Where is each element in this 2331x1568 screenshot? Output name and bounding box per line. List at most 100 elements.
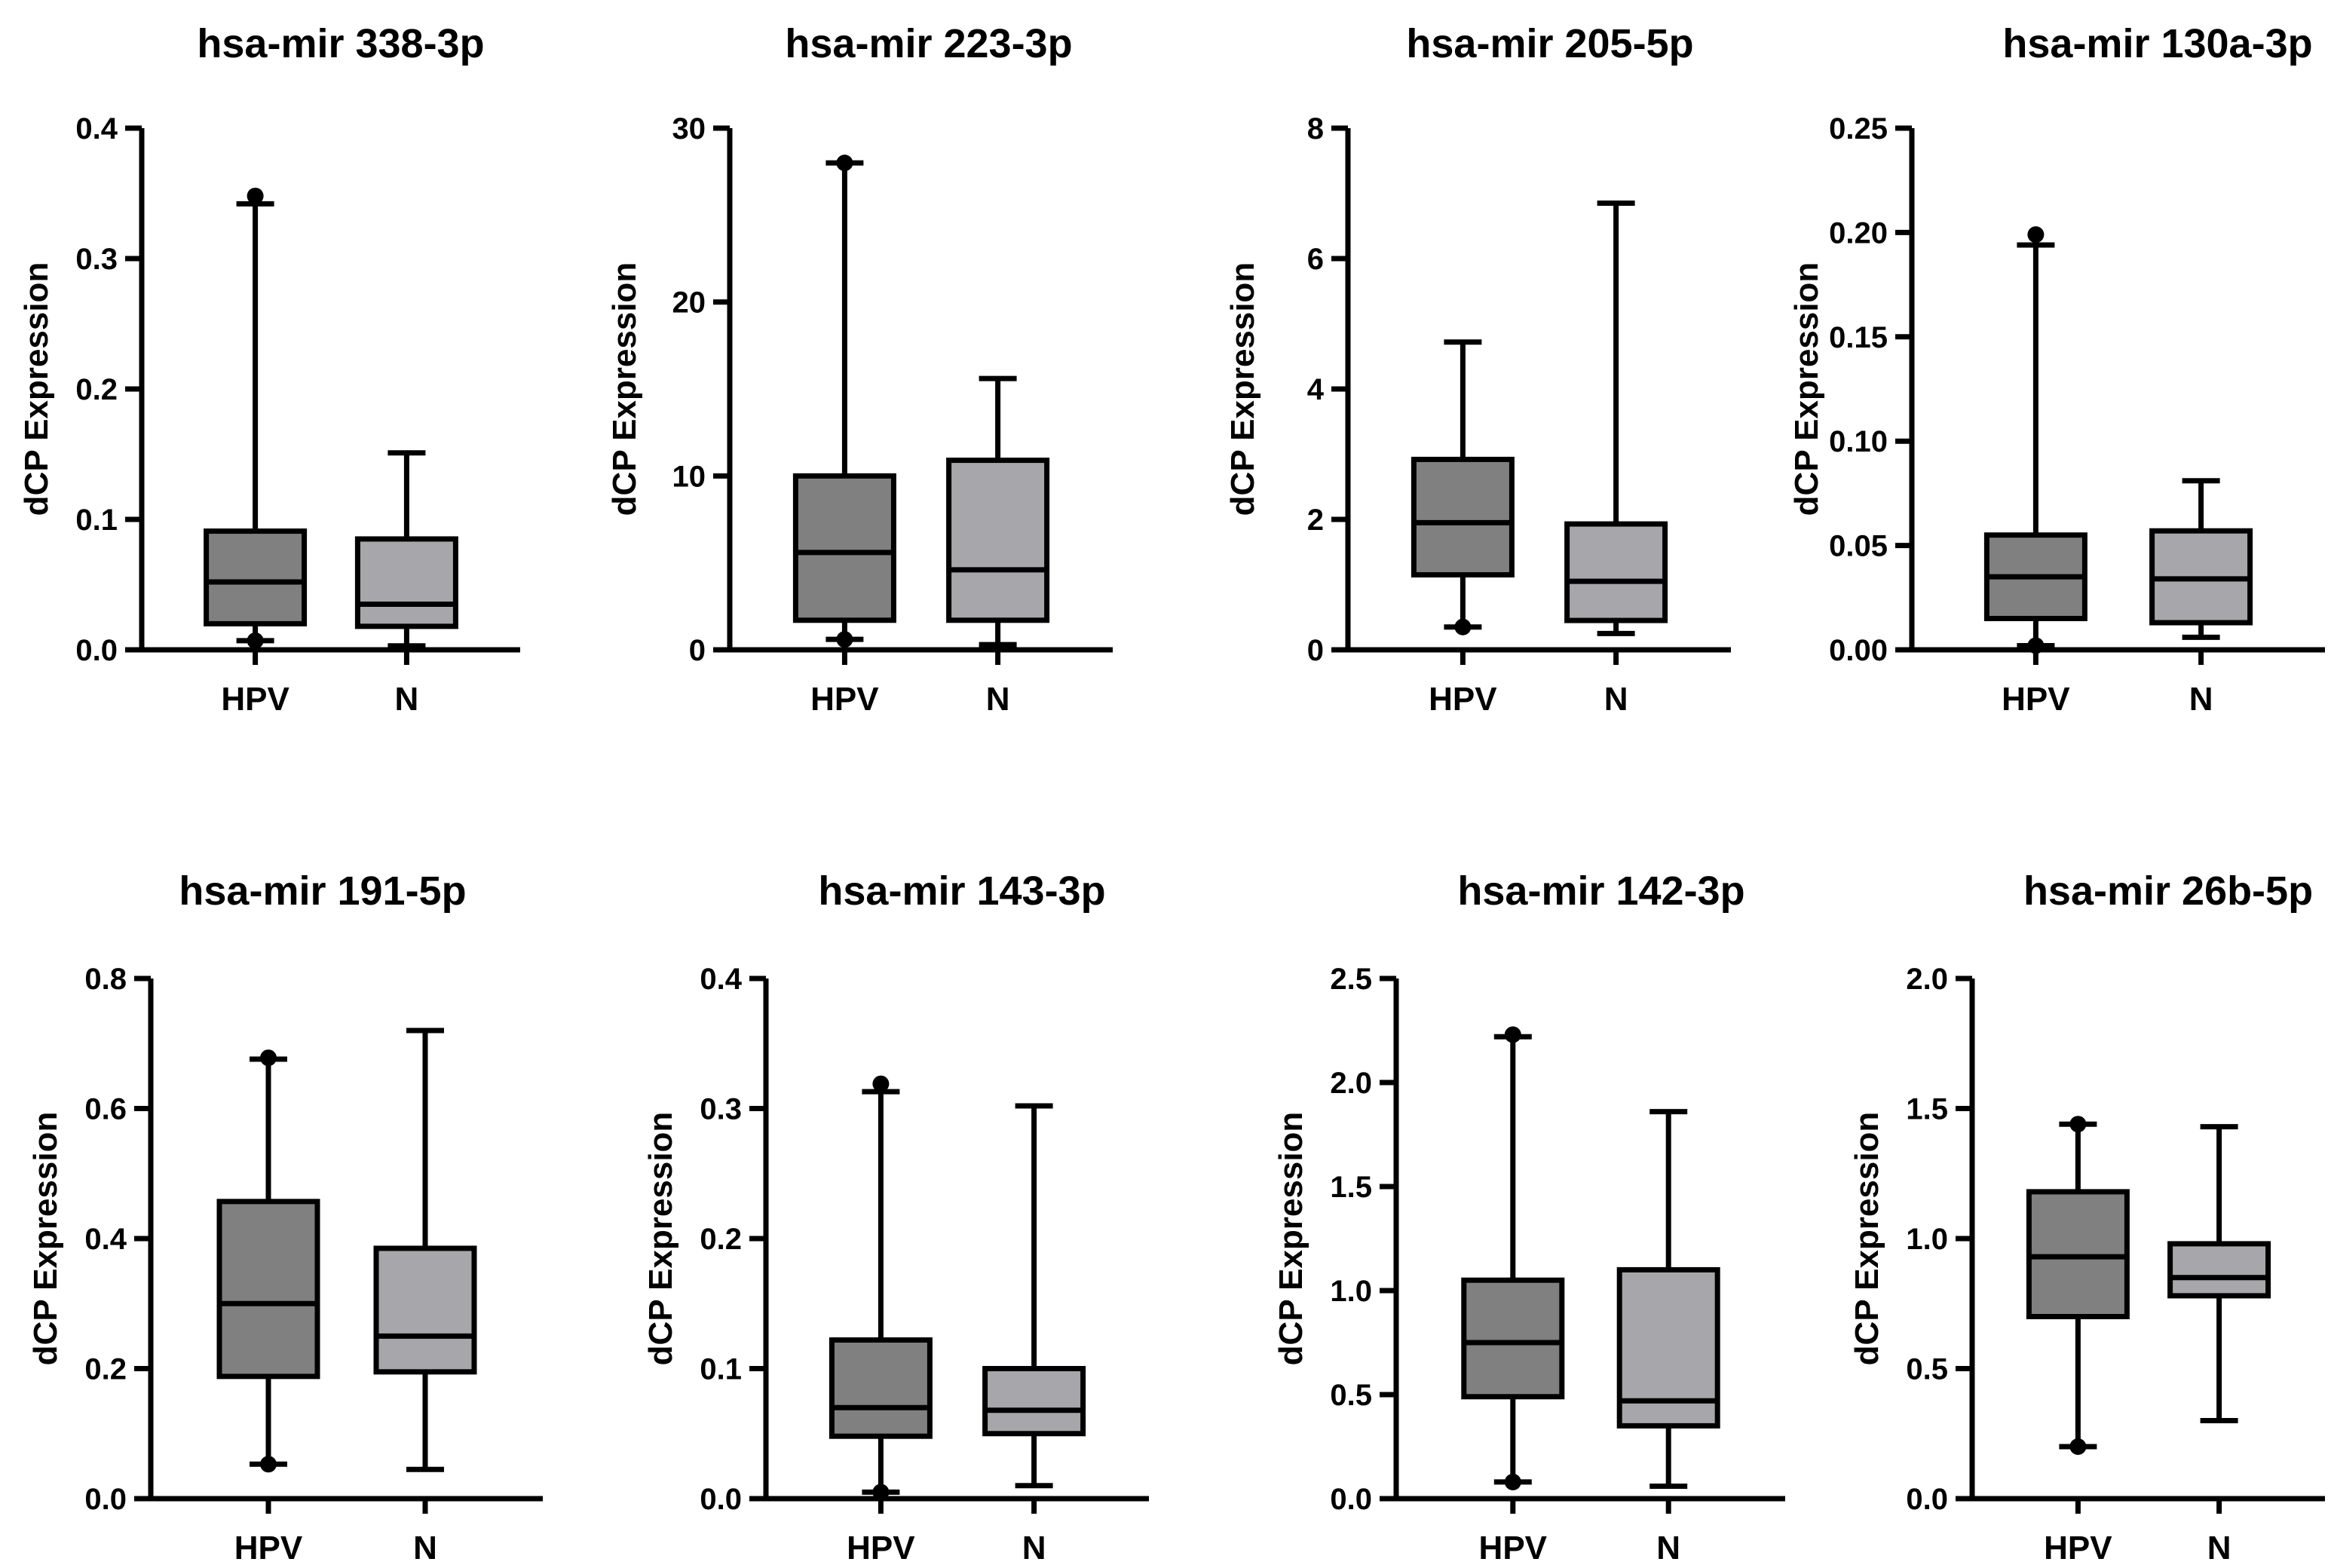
- y-tick-label: 0.4: [75, 112, 118, 145]
- chart-title: hsa-mir 223-3p: [785, 21, 1072, 66]
- box-hpv: [1983, 226, 2087, 654]
- x-category-label: HPV: [847, 1530, 915, 1566]
- chart-panel-1: hsa-mir 338-3p dCP Expression 0.0 0.1 0.2 0.3…: [18, 21, 520, 718]
- y-axis-label: dCP Expression: [1849, 1112, 1885, 1366]
- box-hpv: [1461, 1026, 1565, 1490]
- extreme-point: [872, 1484, 890, 1501]
- box-hpv: [829, 1075, 933, 1501]
- x-category-label: HPV: [1479, 1530, 1548, 1566]
- extreme-point: [1454, 618, 1472, 635]
- y-axis-label: dCP Expression: [27, 1112, 64, 1366]
- y-tick-label: 0.2: [700, 1223, 742, 1256]
- y-tick-label: 2.0: [1330, 1067, 1372, 1100]
- iqr-box: [1461, 1277, 1565, 1400]
- y-tick-label: 6: [1307, 243, 1324, 276]
- x-category-label: HPV: [810, 681, 879, 718]
- chart-panel-6: hsa-mir 143-3p dCP Expression 0.0 0.1 0.2 0.3…: [642, 868, 1149, 1566]
- y-axis-label: dCP Expression: [1788, 262, 1825, 516]
- y-tick-label: 30: [672, 112, 706, 145]
- y-tick-label: 20: [672, 286, 706, 320]
- box-hpv: [216, 1049, 320, 1473]
- x-category-label: HPV: [2044, 1530, 2112, 1566]
- y-tick-label: 0.25: [1829, 112, 1888, 145]
- iqr-box: [204, 528, 308, 626]
- y-tick-label: 0.05: [1829, 530, 1888, 563]
- y-tick-label: 0.3: [75, 243, 118, 276]
- y-tick-label: 0.0: [700, 1483, 742, 1516]
- iqr-box: [373, 1245, 477, 1375]
- y-axis-label: dCP Expression: [1273, 1112, 1309, 1366]
- extreme-point: [872, 1075, 890, 1092]
- iqr-box: [982, 1366, 1086, 1437]
- chart-title: hsa-mir 191-5p: [179, 868, 466, 914]
- x-category-label: HPV: [221, 681, 289, 718]
- y-tick-label: 0.4: [84, 1223, 127, 1256]
- x-category-label: N: [1604, 681, 1628, 718]
- iqr-box: [216, 1199, 320, 1380]
- iqr-box: [2167, 1241, 2271, 1299]
- x-category-label: N: [2189, 681, 2213, 718]
- box-hpv: [204, 187, 308, 649]
- y-axis-label: dCP Expression: [642, 1112, 679, 1366]
- chart-title: hsa-mir 338-3p: [197, 21, 484, 66]
- x-category-label: N: [2207, 1530, 2231, 1566]
- extreme-point: [260, 1049, 277, 1067]
- y-tick-label: 0.2: [75, 373, 118, 406]
- iqr-box: [1564, 521, 1668, 623]
- iqr-box: [1411, 456, 1515, 578]
- chart-panel-5: hsa-mir 191-5p dCP Expression 0.0 0.2 0.4 0.6…: [27, 868, 543, 1566]
- extreme-point: [247, 632, 264, 649]
- y-tick-label: 1.0: [1330, 1275, 1372, 1308]
- chart-panel-7: hsa-mir 142-3p dCP Expression 0.0 0.5 1.0 1.5…: [1273, 868, 1785, 1566]
- y-tick-label: 0.0: [84, 1483, 127, 1516]
- extreme-point: [836, 155, 853, 172]
- y-tick-label: 8: [1307, 112, 1324, 145]
- y-tick-label: 0.2: [84, 1353, 127, 1386]
- y-tick-label: 0.0: [1330, 1483, 1372, 1516]
- y-tick-label: 0.6: [84, 1093, 127, 1126]
- x-category-label: N: [1656, 1530, 1680, 1566]
- y-tick-label: 1.5: [1330, 1171, 1372, 1204]
- y-tick-label: 1.0: [1906, 1223, 1948, 1256]
- box-n: [354, 450, 458, 649]
- iqr-box: [354, 536, 458, 629]
- x-category-label: HPV: [1429, 681, 1497, 718]
- y-tick-label: 4: [1307, 373, 1325, 406]
- chart-panel-4: hsa-mir 130a-3p dCP Expression 0.00 0.05 0.1…: [1788, 21, 2325, 718]
- y-tick-label: 0.1: [700, 1353, 742, 1386]
- y-tick-label: 0.10: [1829, 425, 1888, 458]
- box-n: [1564, 200, 1668, 636]
- chart-title: hsa-mir 143-3p: [818, 868, 1105, 914]
- x-category-label: HPV: [2002, 681, 2070, 718]
- chart-panel-2: hsa-mir 223-3p dCP Expression 0 10 20 30 HPV N: [606, 21, 1113, 718]
- box-n: [2167, 1124, 2271, 1423]
- box-hpv: [1411, 339, 1515, 635]
- y-tick-label: 0.00: [1829, 634, 1888, 667]
- iqr-box: [829, 1337, 933, 1439]
- chart-panel-8: hsa-mir 26b-5p dCP Expression 0.0 0.5 1.0 1.5…: [1849, 868, 2325, 1566]
- y-tick-label: 0.5: [1330, 1379, 1372, 1412]
- chart-title: hsa-mir 26b-5p: [2023, 868, 2313, 914]
- box-n: [1616, 1109, 1720, 1489]
- iqr-box: [946, 458, 1050, 623]
- chart-panel-3: hsa-mir 205-5p dCP Expression 0 2 4 6 8 HPV N: [1224, 21, 1731, 718]
- extreme-point: [260, 1456, 277, 1473]
- y-tick-label: 0.4: [700, 963, 742, 996]
- y-tick-label: 2.5: [1330, 963, 1372, 996]
- x-category-label: HPV: [234, 1530, 303, 1566]
- y-tick-label: 0.0: [1906, 1483, 1948, 1516]
- extreme-point: [2027, 226, 2045, 243]
- box-n: [946, 375, 1050, 648]
- x-category-label: N: [986, 681, 1010, 718]
- extreme-point: [1504, 1026, 1521, 1043]
- extreme-point: [1504, 1473, 1521, 1490]
- y-tick-label: 2: [1307, 504, 1324, 537]
- x-category-label: N: [413, 1530, 437, 1566]
- extreme-point: [247, 187, 264, 204]
- box-n: [982, 1103, 1086, 1489]
- y-tick-label: 0: [1307, 634, 1324, 667]
- y-tick-label: 0.0: [75, 634, 118, 667]
- box-n: [373, 1027, 477, 1472]
- y-axis-label: dCP Expression: [606, 262, 643, 516]
